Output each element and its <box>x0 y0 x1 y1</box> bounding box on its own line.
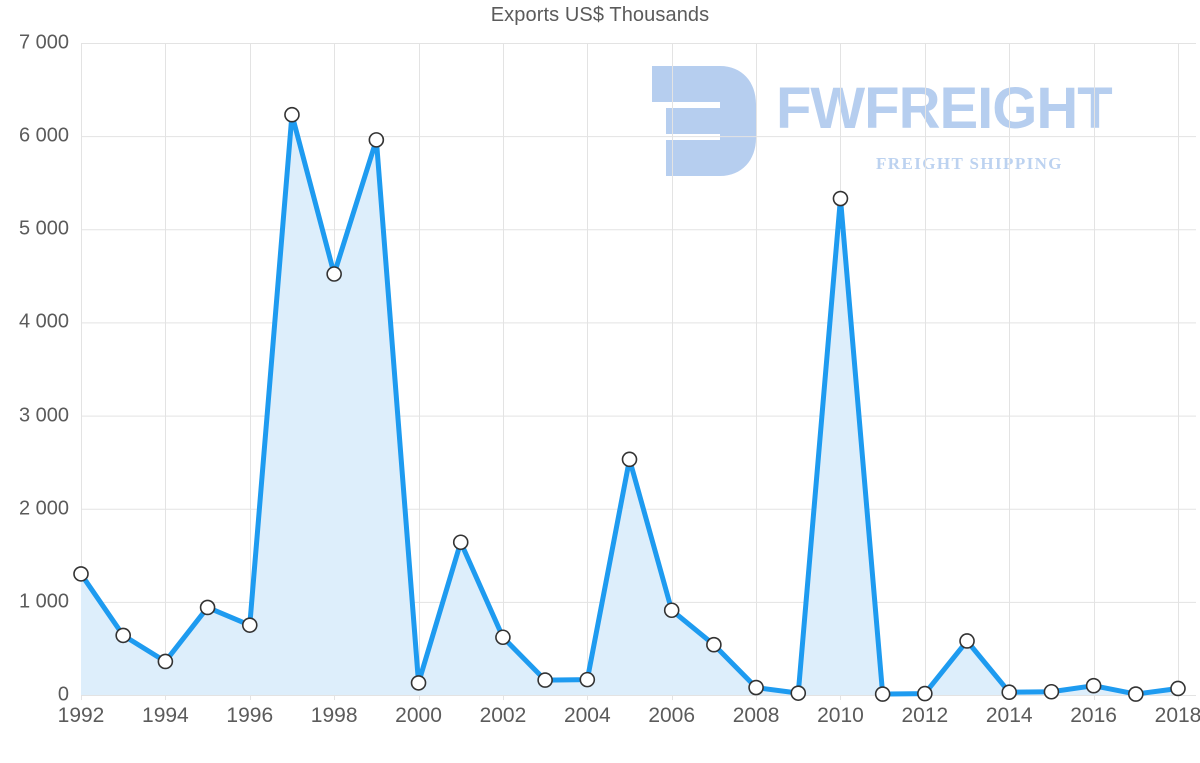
x-axis-tick-label: 2008 <box>732 704 780 727</box>
data-point-marker[interactable] <box>663 602 680 619</box>
data-point-marker[interactable] <box>579 671 596 688</box>
data-point-marker[interactable] <box>452 534 469 551</box>
y-axis-tick-label: 1 000 <box>18 590 69 613</box>
x-axis-tick-label: 2014 <box>985 704 1033 727</box>
data-point-marker[interactable] <box>917 685 933 702</box>
data-point-marker[interactable] <box>1085 677 1102 694</box>
y-axis-tick-label: 0 <box>57 683 69 706</box>
data-point-marker[interactable] <box>284 106 300 123</box>
series-area-fill <box>81 114 1178 696</box>
series-markers <box>73 106 1186 702</box>
data-point-marker[interactable] <box>368 132 385 148</box>
vertical-gridlines <box>81 43 1179 700</box>
data-point-marker[interactable] <box>73 566 89 582</box>
data-point-marker[interactable] <box>115 627 131 644</box>
y-axis-tick-label: 6 000 <box>18 124 69 147</box>
data-point-marker[interactable] <box>157 653 174 670</box>
data-point-marker[interactable] <box>1170 680 1186 697</box>
data-point-marker[interactable] <box>1128 686 1144 702</box>
x-axis-tick-label: 1998 <box>310 704 358 727</box>
data-point-marker[interactable] <box>241 617 258 633</box>
y-axis-tick-label: 4 000 <box>18 310 69 333</box>
data-point-marker[interactable] <box>832 190 849 207</box>
y-axis-tick-label: 3 000 <box>18 404 69 427</box>
y-axis-tick-label: 5 000 <box>18 217 69 240</box>
data-point-marker[interactable] <box>706 636 722 653</box>
x-axis-tick-label: 2000 <box>395 704 442 727</box>
x-axis-tick-label: 1992 <box>57 704 105 727</box>
x-axis-tick-label: 2012 <box>901 704 949 727</box>
data-point-marker[interactable] <box>790 685 807 701</box>
data-point-marker[interactable] <box>959 633 975 649</box>
data-point-marker[interactable] <box>621 451 638 468</box>
x-axis-tick-label: 2010 <box>817 704 864 727</box>
y-axis-tick-label: 7 000 <box>18 31 69 54</box>
data-point-marker[interactable] <box>874 686 891 702</box>
x-axis-tick-label: 2018 <box>1154 704 1200 727</box>
data-point-marker[interactable] <box>199 599 216 616</box>
data-point-marker[interactable] <box>410 675 427 691</box>
data-point-marker[interactable] <box>1043 683 1060 700</box>
data-point-marker[interactable] <box>537 672 553 688</box>
data-point-marker[interactable] <box>1001 684 1018 701</box>
x-axis-tick-label: 2006 <box>648 704 696 727</box>
y-axis-tick-label: 2 000 <box>18 497 69 520</box>
data-point-marker[interactable] <box>495 629 511 646</box>
x-axis-tick-label: 2002 <box>479 704 527 727</box>
x-axis-tick-label: 2004 <box>563 704 611 727</box>
data-point-marker[interactable] <box>748 679 764 696</box>
data-point-marker[interactable] <box>326 266 342 282</box>
x-axis-tick-label: 2016 <box>1070 704 1117 727</box>
x-axis-tick-label: 1996 <box>226 704 274 727</box>
chart-title: Exports US$ Thousands <box>490 4 710 26</box>
x-axis-tick-label: 1994 <box>142 704 189 727</box>
